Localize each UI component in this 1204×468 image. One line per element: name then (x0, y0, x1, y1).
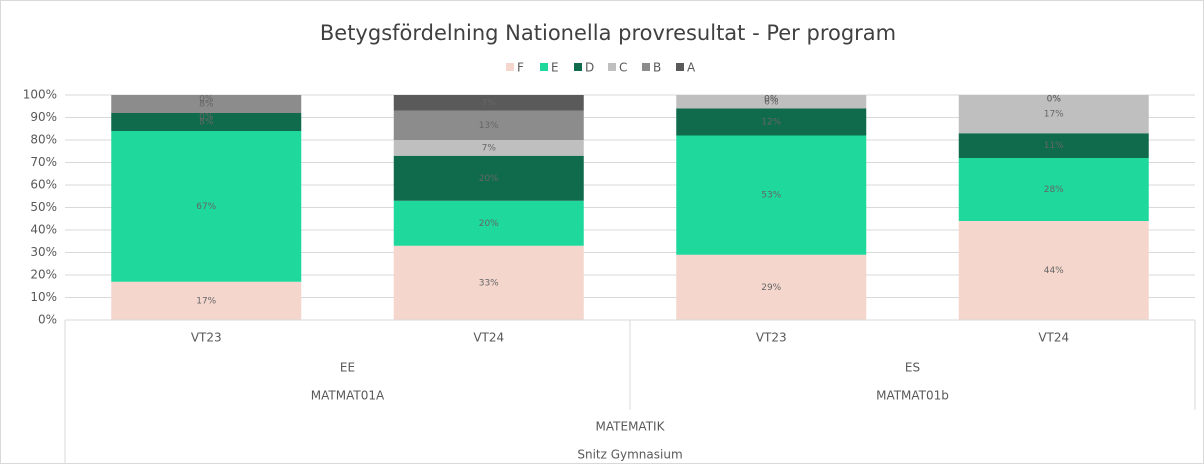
data-label: 7% (482, 143, 497, 153)
bar-segment (958, 158, 1149, 221)
x-tick-label: VT24 (473, 331, 504, 345)
category-group-label: ES (905, 361, 920, 375)
legend-swatch (642, 63, 650, 71)
x-tick-label: VT24 (1038, 331, 1069, 345)
bar-segment (111, 113, 302, 131)
y-tick-label: 90% (30, 110, 57, 124)
legend-label: C (619, 61, 627, 75)
legend-label: E (551, 61, 559, 75)
y-tick-label: 100% (23, 88, 57, 102)
category-group-label: MATMAT01b (876, 389, 949, 403)
data-label: 28% (1044, 185, 1064, 195)
bar-segment (958, 133, 1149, 158)
data-label: 44% (1044, 266, 1064, 276)
legend-swatch (506, 63, 514, 71)
bar-segment (958, 95, 1149, 134)
bar-segment (676, 254, 867, 320)
data-label: 20% (479, 219, 499, 229)
data-label: 0% (764, 95, 779, 105)
data-label: 7% (482, 98, 497, 108)
bar-segment (111, 131, 302, 282)
bar-segment (393, 140, 584, 156)
legend-swatch (608, 63, 616, 71)
data-label: 6% (764, 97, 779, 107)
bar-segment (111, 281, 302, 320)
data-label: 0% (1047, 95, 1062, 105)
data-label: 0% (199, 95, 214, 105)
data-label: 33% (479, 278, 499, 288)
data-label: 11% (1044, 141, 1064, 151)
category-group-label: MATEMATIK (596, 420, 666, 434)
bar-segment (393, 245, 584, 320)
bar-segment (676, 108, 867, 136)
legend-label: A (687, 61, 696, 75)
y-tick-label: 0% (38, 313, 57, 327)
legend-swatch (676, 63, 684, 71)
data-label: 0% (199, 113, 214, 123)
y-tick-label: 70% (30, 155, 57, 169)
y-tick-label: 60% (30, 178, 57, 192)
category-group-label: EE (340, 361, 355, 375)
y-tick-label: 50% (30, 200, 57, 214)
data-label: 8% (199, 100, 214, 110)
y-tick-label: 20% (30, 268, 57, 282)
y-tick-label: 40% (30, 223, 57, 237)
data-label: 8% (199, 118, 214, 128)
y-tick-label: 10% (30, 290, 57, 304)
data-label: 29% (761, 283, 781, 293)
y-tick-label: 80% (30, 133, 57, 147)
legend-swatch (540, 63, 548, 71)
legend-label: B (653, 61, 661, 75)
data-label: 0% (764, 95, 779, 105)
data-label: 17% (1044, 110, 1064, 120)
y-tick-label: 30% (30, 245, 57, 259)
data-label: 0% (1047, 95, 1062, 105)
legend-label: F (517, 61, 524, 75)
x-tick-label: VT23 (756, 331, 787, 345)
data-label: 13% (479, 121, 499, 131)
chart-title: Betygsfördelning Nationella provresultat… (320, 21, 896, 45)
bar-segment (676, 95, 867, 109)
bar-segment (676, 135, 867, 255)
bar-segment (393, 155, 584, 201)
bar-segment (393, 200, 584, 246)
category-group-label: Snitz Gymnasium (577, 448, 682, 462)
data-label: 12% (761, 118, 781, 128)
x-tick-label: VT23 (191, 331, 222, 345)
data-label: 53% (761, 191, 781, 201)
bar-segment (393, 95, 584, 111)
legend-label: D (585, 61, 594, 75)
data-label: 17% (196, 296, 216, 306)
legend-swatch (574, 63, 582, 71)
data-label: 67% (196, 202, 216, 212)
category-group-label: MATMAT01A (311, 389, 385, 403)
bar-segment (111, 95, 302, 113)
bar-segment (958, 221, 1149, 320)
data-label: 20% (479, 174, 499, 184)
bar-segment (393, 110, 584, 140)
